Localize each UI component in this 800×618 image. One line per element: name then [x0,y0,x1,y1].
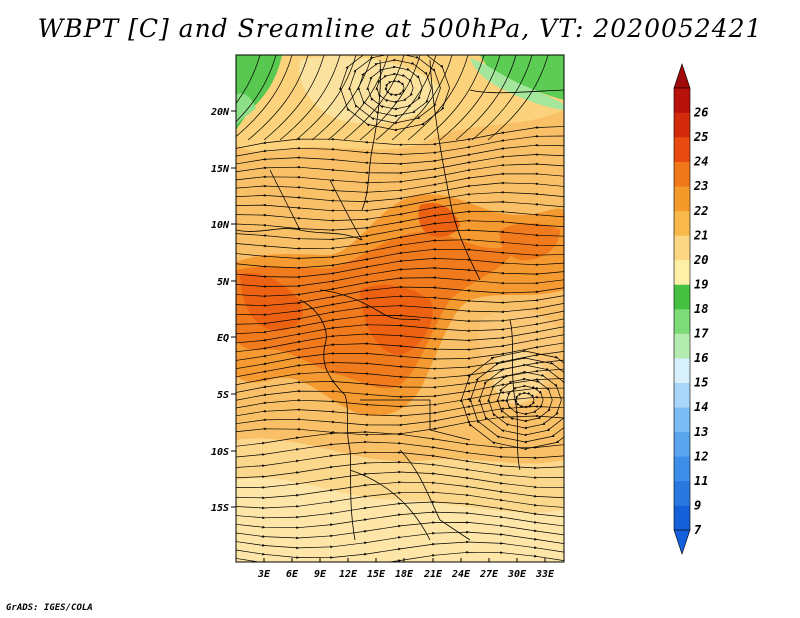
map-frame [235,54,565,563]
colorbar-swatch [674,284,690,310]
colorbar-label: 19 [694,277,708,291]
lon-tick-label: 3E [257,569,271,580]
colorbar-label: 26 [693,106,708,120]
lon-tick-label: 30E [507,569,527,580]
lat-tick-label: EQ [217,333,229,344]
colorbar-label: 13 [694,425,708,439]
axis-ticks [231,110,546,562]
colorbar-label: 23 [693,179,708,193]
colorbar-label: 16 [694,351,708,365]
colorbar-low-arrow [673,529,691,555]
colorbar-swatch [674,88,690,113]
colorbar-label: 15 [694,376,708,390]
colorbar-high-arrow [673,63,691,89]
lat-tick-label: 15S [211,503,229,514]
colorbar-swatch [674,210,690,236]
colorbar-swatch [674,161,690,187]
colorbar-swatch [674,358,690,383]
lon-tick-label: 12E [339,569,358,580]
lat-tick-label: 5S [217,390,229,401]
colorbar-swatch [674,259,690,285]
colorbar-swatch [674,112,690,138]
grads-credit: GrADS: IGES/COLA [6,603,93,613]
colorbar-label: 17 [694,327,709,341]
lat-tick-label: 5N [217,277,230,288]
lon-tick-label: 9E [314,569,327,580]
lat-tick-label: 10N [211,220,230,231]
colorbar-label: 21 [693,228,708,242]
colorbar-label: 20 [693,253,708,267]
colorbar-label: 25 [693,130,708,144]
colorbar-swatch [674,431,690,457]
lon-tick-label: 21E [423,569,443,580]
lon-tick-label: 24E [451,569,471,580]
colorbar-label: 12 [694,449,708,463]
colorbar-swatch [674,456,690,482]
colorbar-swatch [674,235,690,261]
colorbar-label: 9 [694,498,701,512]
colorbar-swatch [674,480,690,506]
colorbar-label: 7 [694,523,702,537]
streamlines [236,55,564,562]
colorbar-swatch [674,407,690,433]
lon-tick-label: 27E [479,569,499,580]
lon-tick-label: 6E [286,569,299,580]
lon-tick-label: 33E [535,569,555,580]
lon-tick-label: 18E [395,569,414,580]
lat-tick-label: 15N [211,164,230,175]
colorbar-label: 22 [693,204,708,218]
colorbar-swatch [674,505,690,531]
map-title: WBPT [C] and Sreamline at 500hPa, VT: 20… [37,14,763,43]
colorbar-swatch [674,186,690,212]
axis-tick-labels: 3E 6E 9E 12E 15E 18E 21E 24E 27E 30E 33E 20N 15N 10N 5… [210,107,555,580]
colorbar-label: 24 [693,155,708,169]
lat-tick-label: 10S [211,447,229,458]
colorbar-swatch [674,382,690,408]
lon-tick-label: 15E [367,569,386,580]
lat-tick-label: 20N [210,107,230,118]
colorbar-swatch [674,309,690,334]
colorbar-label: 14 [694,400,708,414]
colorbar: 7 9 11 12 13 14 15 16 17 18 19 20 21 22 23 24 25 26 [673,63,709,555]
colorbar-swatch [674,333,690,359]
colorbar-label: 18 [694,302,708,316]
colorbar-swatch [674,137,690,162]
colorbar-label: 11 [694,474,708,488]
